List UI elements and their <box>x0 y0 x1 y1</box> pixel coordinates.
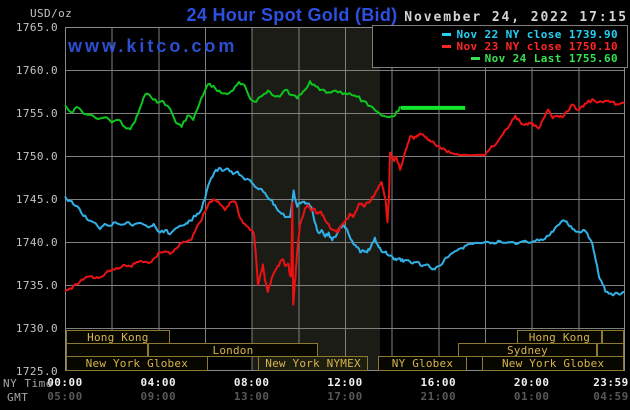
kitco-watermark-link[interactable]: www.kitco.com <box>68 36 238 56</box>
session-box-london: London <box>148 343 318 357</box>
x-axis-label-gmt: 13:00 <box>233 390 270 403</box>
legend-dash-icon <box>470 57 480 61</box>
y-axis-label: 1750.0 <box>15 150 58 163</box>
legend-label: Nov 24 Last 1755.60 <box>484 52 618 66</box>
session-box-new-york-nymex: New York NYMEX <box>257 356 369 371</box>
legend-label: Nov 22 NY close 1739.90 <box>456 27 618 41</box>
y-axis-label: 1760.0 <box>15 64 58 77</box>
legend-item: Nov 24 Last 1755.60 <box>375 52 618 66</box>
session-box-sydney: Sydney <box>457 343 597 357</box>
session-box-unlabeled <box>597 343 625 357</box>
x-axis-label-gmt: 09:00 <box>140 390 177 403</box>
x-axis-label-gmt: 05:00 <box>47 390 83 403</box>
session-box-new-york-globex: New York Globex <box>65 356 209 371</box>
gmt-axis-caption: GMT <box>7 391 29 404</box>
series-line-nov-24 <box>64 80 402 131</box>
session-box-unlabeled <box>65 343 149 357</box>
x-axis-label-gmt: 01:00 <box>513 390 550 403</box>
session-label: Sydney <box>506 343 548 357</box>
series-line-nov-22 <box>64 167 625 297</box>
x-axis-label-gmt: 04:59 <box>593 390 629 403</box>
y-axis-unit-label: USD/oz <box>30 7 73 20</box>
x-axis-label-ny: 20:00 <box>513 376 550 389</box>
legend-dash-icon <box>442 44 452 48</box>
session-label: Hong Kong <box>528 330 591 344</box>
session-label: London <box>212 343 254 357</box>
x-axis-label-gmt: 17:00 <box>327 390 363 403</box>
session-box-hong-kong: Hong Kong <box>65 330 170 344</box>
series-line-nov-23 <box>64 98 625 306</box>
x-axis-label-ny: 23:59 <box>593 376 629 389</box>
y-axis-label: 1725.0 <box>15 365 58 378</box>
legend-dash-icon <box>442 32 452 36</box>
x-axis-label-gmt: 21:00 <box>420 390 457 403</box>
ny-time-axis-caption: NY Time <box>3 377 53 390</box>
chart-datetime: November 24, 2022 17:15 <box>404 10 628 25</box>
y-axis-label: 1740.0 <box>15 236 58 249</box>
session-label: NY Globex <box>391 357 454 370</box>
session-label: New York NYMEX <box>265 357 361 370</box>
x-axis-label-ny: 04:00 <box>140 376 177 389</box>
x-axis-label-ny: 16:00 <box>420 376 457 389</box>
x-axis-label-ny: 08:00 <box>233 376 270 389</box>
y-axis-label: 1755.0 <box>15 107 58 120</box>
y-axis-label: 1730.0 <box>15 322 58 335</box>
legend-label: Nov 23 NY close 1750.10 <box>456 39 618 53</box>
y-axis-label: 1765.0 <box>15 21 58 34</box>
session-label: New York Globex <box>85 357 189 370</box>
session-label: Hong Kong <box>87 330 149 344</box>
session-box-hong-kong: Hong Kong <box>516 330 602 344</box>
y-axis-label: 1745.0 <box>15 193 58 206</box>
x-axis-label-ny: 00:00 <box>47 376 83 389</box>
page-title: 24 Hour Spot Gold (Bid) <box>186 5 398 25</box>
y-axis-label: 1735.0 <box>15 279 58 292</box>
session-label: New York Globex <box>501 357 605 370</box>
legend-item: Nov 23 NY close 1750.10 <box>375 39 618 53</box>
session-box-ny-globex: NY Globex <box>377 356 468 371</box>
legend: Nov 22 NY close 1739.90 Nov 23 NY close 1… <box>372 25 628 68</box>
legend-item: Nov 22 NY close 1739.90 <box>375 27 618 41</box>
session-box-new-york-globex: New York Globex <box>481 356 625 371</box>
x-axis-label-ny: 12:00 <box>327 376 363 389</box>
session-box-unlabeled <box>601 330 625 344</box>
